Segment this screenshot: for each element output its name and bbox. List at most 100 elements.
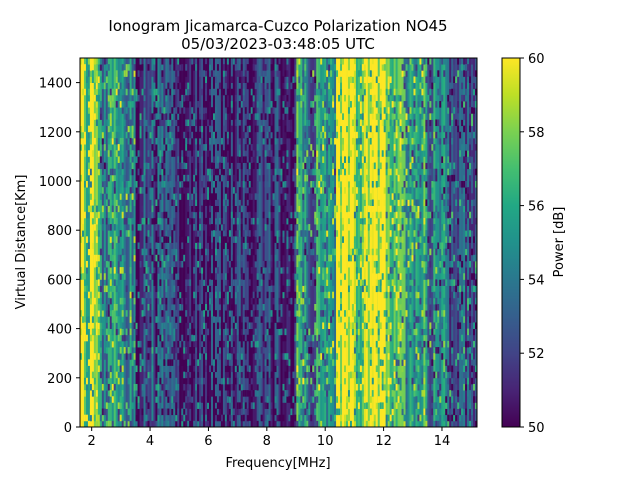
heatmap-cell bbox=[371, 205, 375, 213]
heatmap-cell bbox=[342, 137, 345, 145]
heatmap-cell bbox=[185, 365, 188, 373]
heatmap-cell bbox=[236, 168, 240, 176]
heatmap-cell bbox=[280, 187, 283, 194]
heatmap-cell bbox=[115, 137, 119, 145]
heatmap-cell bbox=[205, 88, 208, 96]
heatmap-cell bbox=[413, 76, 416, 83]
heatmap-cell bbox=[201, 267, 204, 274]
heatmap-cell bbox=[87, 359, 91, 366]
heatmap-cell bbox=[147, 162, 150, 170]
heatmap-cell bbox=[373, 420, 377, 427]
heatmap-cell bbox=[302, 187, 305, 194]
heatmap-cell bbox=[413, 334, 416, 342]
heatmap-cell bbox=[357, 70, 361, 77]
heatmap-cell bbox=[463, 94, 466, 102]
heatmap-cell bbox=[385, 242, 389, 250]
heatmap-cell bbox=[270, 64, 273, 71]
heatmap-cell bbox=[304, 285, 307, 293]
heatmap-cell bbox=[353, 408, 357, 416]
heatmap-cell bbox=[224, 328, 228, 336]
heatmap-cell bbox=[264, 64, 267, 71]
heatmap-cell bbox=[286, 70, 289, 77]
heatmap-cell bbox=[353, 365, 357, 373]
heatmap-cell bbox=[302, 420, 305, 427]
heatmap-cell bbox=[147, 285, 150, 293]
heatmap-cell bbox=[93, 199, 97, 206]
heatmap-cell bbox=[97, 322, 101, 329]
heatmap-cell bbox=[467, 377, 470, 385]
heatmap-cell bbox=[431, 193, 434, 200]
heatmap-column bbox=[326, 58, 329, 427]
heatmap-cell bbox=[401, 107, 404, 114]
heatmap-cell bbox=[407, 322, 410, 329]
heatmap-cell bbox=[270, 328, 273, 336]
heatmap-cell bbox=[218, 347, 222, 354]
heatmap-cell bbox=[445, 359, 448, 366]
heatmap-cell bbox=[151, 420, 154, 427]
heatmap-cell bbox=[455, 396, 458, 403]
colorbar-tick-label: 50 bbox=[528, 421, 545, 436]
heatmap-cell bbox=[103, 82, 107, 90]
heatmap-cell bbox=[399, 150, 402, 157]
heatmap-cell bbox=[473, 254, 476, 262]
heatmap-cell bbox=[459, 267, 462, 274]
heatmap-cell bbox=[405, 119, 408, 127]
heatmap-cell bbox=[298, 94, 301, 102]
heatmap-cell bbox=[298, 187, 301, 194]
heatmap-cell bbox=[439, 131, 442, 139]
heatmap-cell bbox=[347, 107, 351, 114]
heatmap-cell bbox=[280, 236, 283, 243]
heatmap-cell bbox=[149, 187, 152, 194]
heatmap-cell bbox=[469, 230, 472, 237]
heatmap-cell bbox=[107, 254, 111, 262]
heatmap-cell bbox=[304, 156, 307, 163]
heatmap-cell bbox=[288, 304, 291, 311]
heatmap-cell bbox=[437, 242, 440, 250]
heatmap-cell bbox=[383, 365, 387, 373]
heatmap-cell bbox=[191, 119, 194, 127]
heatmap-cell bbox=[149, 181, 152, 188]
heatmap-cell bbox=[133, 119, 136, 127]
heatmap-cell bbox=[367, 181, 371, 188]
heatmap-cell bbox=[423, 150, 426, 157]
heatmap-cell bbox=[201, 224, 204, 231]
heatmap-cell bbox=[298, 414, 301, 422]
heatmap-cell bbox=[326, 70, 329, 77]
heatmap-cell bbox=[226, 88, 230, 96]
heatmap-cell bbox=[264, 113, 267, 120]
heatmap-cell bbox=[197, 402, 200, 409]
heatmap-cell bbox=[107, 285, 111, 293]
heatmap-cell bbox=[111, 383, 115, 391]
heatmap-cell bbox=[222, 168, 226, 176]
heatmap-cell bbox=[258, 334, 262, 342]
heatmap-cell bbox=[222, 242, 226, 250]
heatmap-cell bbox=[314, 236, 317, 243]
heatmap-cell bbox=[80, 310, 83, 317]
heatmap-cell bbox=[175, 353, 178, 360]
heatmap-cell bbox=[240, 340, 244, 348]
heatmap-cell bbox=[385, 396, 389, 403]
heatmap-cell bbox=[262, 76, 266, 83]
heatmap-cell bbox=[355, 334, 359, 342]
heatmap-cell bbox=[220, 137, 224, 145]
heatmap-cell bbox=[286, 224, 289, 231]
heatmap-cell bbox=[411, 267, 414, 274]
heatmap-cell bbox=[308, 119, 311, 127]
heatmap-cell bbox=[270, 150, 273, 157]
heatmap-cell bbox=[437, 137, 440, 145]
heatmap-cell bbox=[405, 101, 408, 108]
heatmap-cell bbox=[290, 224, 293, 231]
heatmap-cell bbox=[278, 420, 281, 427]
heatmap-cell bbox=[209, 88, 212, 96]
heatmap-cell bbox=[286, 267, 289, 274]
heatmap-cell bbox=[131, 137, 134, 145]
heatmap-cell bbox=[469, 156, 472, 163]
heatmap-cell bbox=[155, 76, 158, 83]
heatmap-cell bbox=[89, 291, 93, 299]
heatmap-cell bbox=[403, 414, 406, 422]
heatmap-cell bbox=[145, 248, 148, 256]
heatmap-cell bbox=[302, 113, 305, 120]
heatmap-cell bbox=[326, 168, 329, 176]
heatmap-cell bbox=[167, 390, 170, 397]
heatmap-cell bbox=[383, 168, 387, 176]
